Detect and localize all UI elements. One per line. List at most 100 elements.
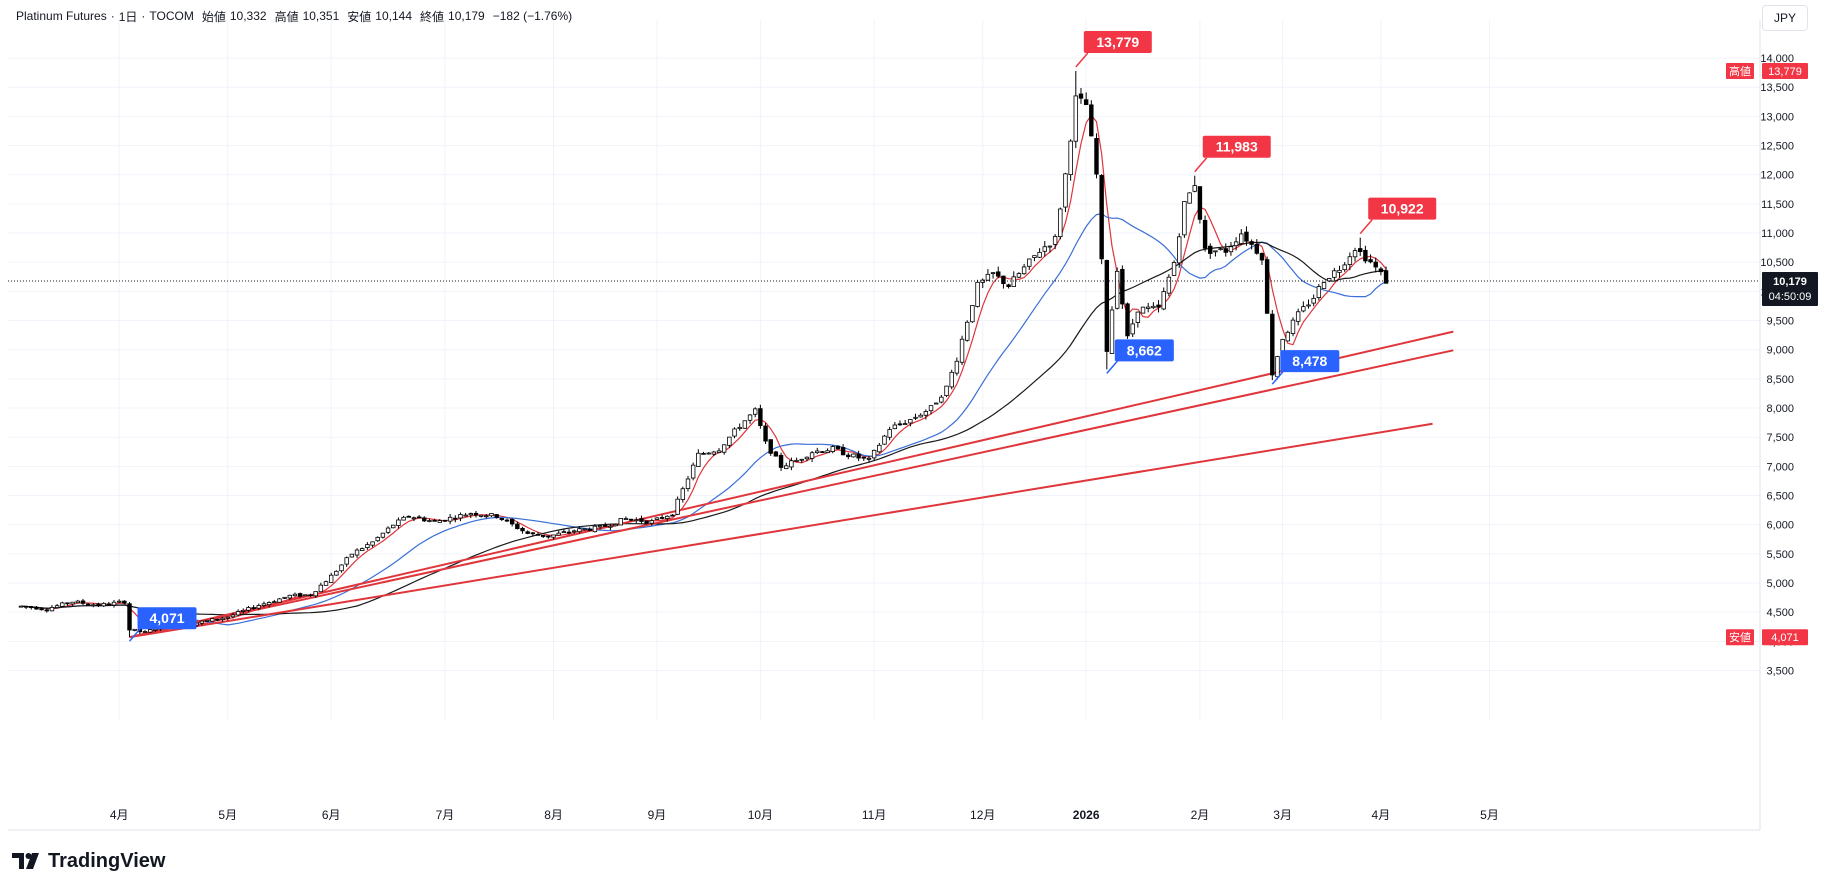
candle-body: [1326, 278, 1332, 282]
candle-body: [215, 618, 220, 621]
candle-body: [1171, 262, 1177, 276]
candle-body: [1089, 104, 1094, 137]
candle-body: [153, 628, 158, 631]
candle-body: [1239, 233, 1244, 244]
y-tick-label: 9,500: [1766, 316, 1794, 328]
candle-body: [334, 570, 339, 576]
candle-body: [80, 600, 86, 604]
low-callout-label: 8,478: [1292, 353, 1327, 369]
candle-body: [1083, 99, 1089, 106]
symbol-name[interactable]: Platinum Futures: [16, 9, 107, 23]
x-tick-label: 2026: [1073, 808, 1100, 822]
candle-body: [1177, 236, 1182, 264]
candle-body: [101, 602, 106, 607]
candle-body: [670, 514, 675, 517]
tradingview-logo[interactable]: TradingView: [12, 849, 165, 873]
candle-body: [737, 427, 742, 429]
low-callout-label: 4,071: [149, 610, 184, 626]
candle-body: [391, 524, 396, 529]
candle-body: [504, 519, 510, 522]
close-value: 10,179: [448, 9, 485, 23]
candle-body: [1352, 250, 1358, 258]
candle-body: [142, 631, 148, 633]
candle-body: [701, 452, 706, 455]
candle-body: [773, 451, 779, 457]
candle-body: [230, 614, 236, 618]
candle-body: [1011, 276, 1016, 287]
candle-body: [1016, 273, 1022, 278]
candle-body: [370, 541, 375, 546]
candle-body: [49, 607, 55, 612]
candle-body: [949, 371, 954, 388]
trendline: [129, 349, 1454, 639]
candle-body: [478, 514, 484, 517]
candle-body: [716, 450, 722, 453]
moving-average-line-1: [20, 114, 1387, 632]
interval[interactable]: 1日: [118, 9, 138, 24]
candle-body: [422, 517, 427, 522]
y-tick-label: 11,500: [1761, 199, 1794, 211]
y-tick-label: 4,500: [1766, 607, 1794, 619]
candle-body: [1042, 246, 1047, 252]
candle-body: [639, 518, 644, 522]
candle-body: [965, 321, 970, 341]
candle-body: [1208, 245, 1213, 254]
candle-body: [840, 447, 846, 456]
candle-body: [608, 525, 613, 528]
candle-body: [458, 514, 463, 519]
candle-body: [1047, 245, 1053, 248]
candle-body: [835, 445, 841, 450]
candle-body: [856, 453, 861, 459]
candle-body: [959, 338, 965, 363]
candle-body: [732, 428, 737, 437]
candle-body: [499, 518, 505, 520]
candle-body: [1285, 331, 1291, 342]
candle-body: [277, 598, 282, 603]
countdown-value: 04:50:09: [1769, 291, 1812, 303]
candle-body: [354, 549, 360, 556]
candle-body: [23, 605, 29, 608]
change-value: −182 (−1.76%): [492, 9, 573, 23]
candle-body: [613, 524, 618, 527]
candle-body: [1161, 291, 1166, 310]
candle-body: [1347, 256, 1353, 265]
candle-body: [313, 591, 318, 597]
candle-body: [985, 273, 991, 281]
candle-body: [577, 528, 582, 533]
candle-body: [1156, 304, 1161, 308]
candle-body: [685, 478, 691, 489]
callout-pointer: [128, 626, 143, 642]
high-tag: [1726, 62, 1754, 79]
candle-body: [54, 605, 60, 609]
candle-body: [861, 456, 867, 459]
candle-body: [634, 519, 639, 522]
candle-body: [1192, 185, 1197, 192]
candle-body: [1006, 284, 1011, 288]
candle-body: [1332, 270, 1337, 278]
candle-body: [96, 603, 101, 607]
candle-body: [1130, 323, 1135, 335]
candle-body: [272, 601, 277, 604]
y-tick-label: 13,500: [1760, 82, 1794, 94]
candle-body: [1021, 266, 1027, 275]
symbol-header: Platinum Futures · 1日 · TOCOM 始値 10,332 高…: [16, 9, 573, 24]
low-callout-label: 8,662: [1127, 342, 1162, 358]
candle-body: [546, 535, 551, 538]
candle-body: [427, 520, 432, 522]
x-tick-label: 5月: [1480, 808, 1499, 822]
low-value: 10,144: [375, 9, 412, 23]
candle-body: [592, 525, 598, 533]
candle-body: [442, 519, 448, 522]
candle-body: [913, 416, 918, 419]
candle-body: [752, 408, 758, 415]
candle-body: [825, 450, 830, 453]
candle-body: [375, 536, 380, 542]
candle-body: [70, 601, 75, 605]
high-callout-label: 10,922: [1381, 201, 1424, 217]
candle-body: [494, 514, 499, 518]
candle-body: [1316, 286, 1322, 298]
currency-button[interactable]: JPY: [1762, 5, 1808, 31]
open-value: 10,332: [229, 9, 267, 23]
candle-body: [561, 531, 567, 534]
